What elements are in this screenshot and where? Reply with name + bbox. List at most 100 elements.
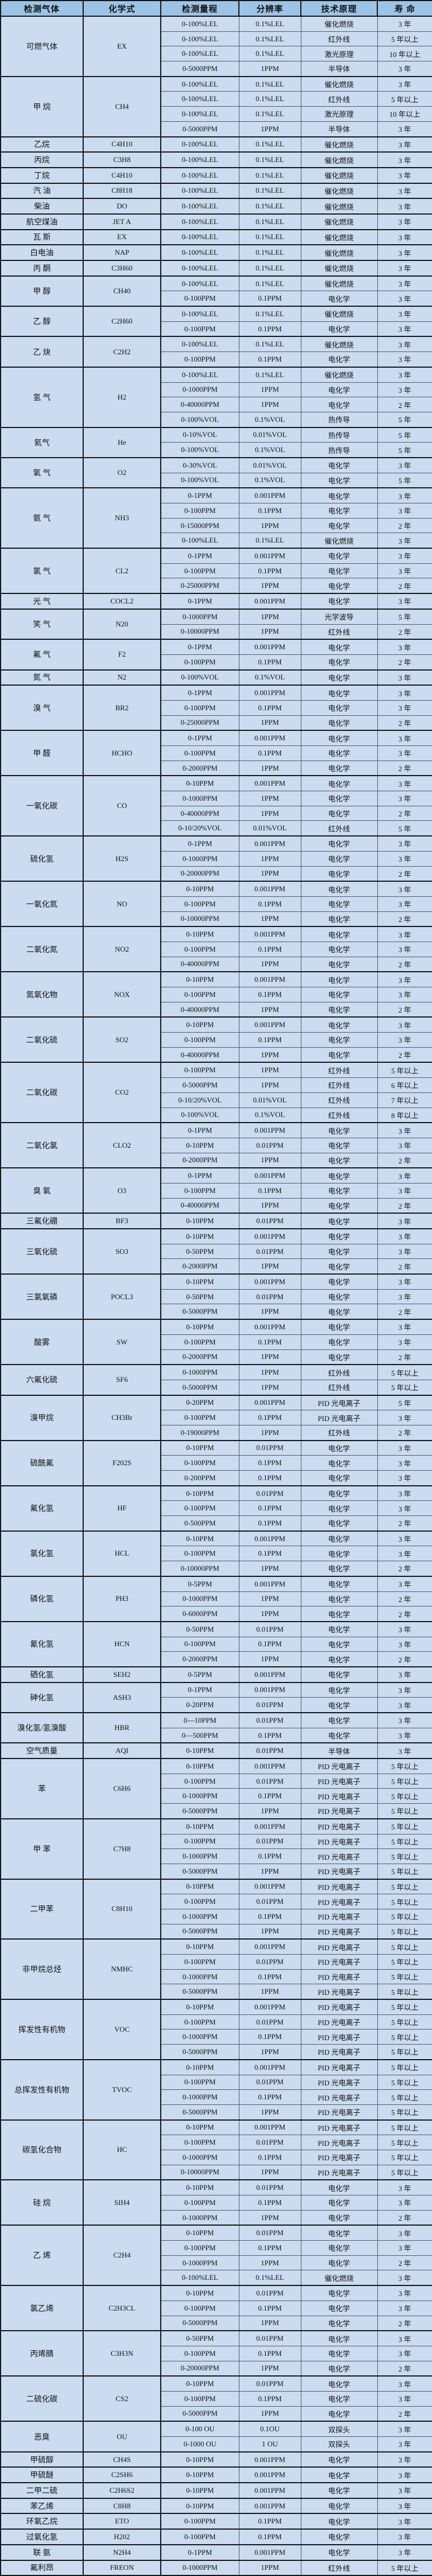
principle-cell: PID 光电离子 [300,1954,378,1970]
resolution-cell: 1PPM [238,397,301,412]
range-cell: 0-5000PPM [160,1077,239,1093]
table-row: 酸雾 SW 0-10PPM 0.001PPM 电化学 3 年 [0,1319,432,1365]
resolution-cell: 1PPM [238,1258,301,1275]
range-cell: 0-100PPM [160,941,239,957]
lifespan-cell: 3 年 [377,1712,432,1728]
range-cell: 0-100%VOL [160,669,239,686]
principle-cell: 电化学 [300,805,378,821]
gas-name-cell: 环氧乙烷 [0,2513,84,2530]
formula-cell: C3H8 [83,151,161,168]
lifespan-cell: 5 年以上 [377,1062,432,1078]
table-row: 柴油 DO 0-100%LEL 0.1%LEL 催化燃烧 3 年 [0,198,432,215]
principle-cell: 电化学 [300,1273,378,1290]
range-cell: 0-100PPM [160,700,239,716]
principle-cell: 红外线 [300,1379,378,1396]
gas-name-cell: 氮 气 [0,669,84,686]
gas-name-cell: 三氧化硫 [0,1228,84,1275]
principle-cell: 催化燃烧 [300,533,378,549]
lifespan-cell: 3 年 [377,941,432,957]
table-row: 0-15000PPM 1PPM 电化学 2 年 [1,517,432,534]
range-cell: 0-1PPM [160,1122,239,1138]
resolution-cell: 0.1PPM [238,1788,301,1804]
resolution-cell: 0.001PPM [238,881,301,897]
lifespan-cell: 3 年 [377,1167,432,1184]
gas-name-cell: 二氧化氮 [0,926,84,972]
principle-cell: 电化学 [300,1228,378,1244]
lifespan-cell: 3 年 [377,1016,432,1033]
resolution-cell: 1PPM [238,121,301,137]
resolution-cell: 0.1PPM [238,503,301,519]
lifespan-cell: 5 年以上 [377,1908,432,1924]
table-row: 过氧化氢 H202 0-100PPM 0.1PPM 电化学 3 年 [0,2529,432,2545]
lifespan-cell: 3 年 [377,2300,432,2316]
range-cell: 0-1000PPM [160,2559,239,2576]
resolution-cell: 0.001PPM [238,926,301,942]
range-cell: 0-10PPM [160,2225,239,2241]
lifespan-cell: 5 年以上 [377,2135,432,2150]
range-cell: 0-5PPM [160,1666,239,1683]
principle-cell: 红外线 [300,624,378,640]
formula-cell: NMHC [83,1938,161,2000]
range-cell: 0-100%VOL [160,472,239,488]
principle-cell: PID 光电离子 [300,2119,378,2136]
table-row: 甲 苯 C7H8 0-10PPM 0.001PPM PID 光电离子 5 年以上 [0,1818,432,1880]
table-row: 0-100%VOL 0.1%VOL 电化学 5 年 [1,472,432,488]
range-cell: 0-100PPM [160,2300,239,2316]
principle-cell: 电化学 [300,1620,378,1637]
table-row: 0-10000PPM 1PPM 红外线 2 年 [1,624,432,640]
principle-cell: 电化学 [300,1001,378,1018]
gas-name-cell: 过氧化氢 [0,2529,84,2545]
lifespan-cell: 2 年 [377,1258,432,1275]
lifespan-cell: 3 年 [377,275,432,292]
range-cell: 0-1000PPM [160,791,239,806]
lifespan-cell: 5 年 [377,820,432,837]
gas-name-cell: 甲硫醇 [0,2451,84,2468]
principle-cell: 电化学 [300,1319,378,1335]
resolution-cell: 0.01PPM [238,1712,301,1728]
gas-name-cell: 氦气 [0,426,84,458]
table-row: 氯乙烯 C2H3CL 0-10PPM 0.01PPM 电化学 3 年 [0,2285,432,2331]
resolution-cell: 1PPM [238,1001,301,1018]
lifespan-cell: 5 年以上 [377,1803,432,1819]
lifespan-cell: 2 年 [377,397,432,412]
range-cell: 0-100PPM [160,1954,239,1970]
lifespan-cell: 2 年 [377,956,432,972]
lifespan-cell: 3 年 [377,987,432,1002]
resolution-cell: 0.001PPM [238,1575,301,1592]
range-cell: 0-100%LEL [160,167,239,184]
gas-name-cell: 白电油 [0,244,84,261]
principle-cell: 电化学 [300,896,378,912]
resolution-cell: 0.1%LEL [238,182,301,199]
range-cell: 0-100PPM [160,745,239,761]
formula-cell: ETO [83,2513,161,2530]
table-row: 0-1000PPM 0.1PPM PID 光电离子 5 年以上 [1,1908,432,1924]
gas-name-cell: 甲 醛 [0,730,84,776]
lifespan-cell: 3 年 [377,2375,432,2392]
principle-cell: 电化学 [300,2285,378,2301]
table-row: 0-40000PPM 1PPM 电化学 2 年 [1,1001,432,1018]
principle-cell: PID 光电离子 [300,2074,378,2090]
principle-cell: PID 光电离子 [300,2029,378,2045]
principle-cell: 催化燃烧 [300,366,378,383]
table-row: 0-100%VOL 0.1%VOL 红外线 8 年以上 [1,1107,432,1123]
resolution-cell: 1PPM [238,1047,301,1063]
principle-cell: 电化学 [300,926,378,942]
lifespan-cell: 3 年 [377,2451,432,2468]
table-row: 碳氢化合物 HC 0-10PPM 0.001PPM PID 光电离子 5 年以上 [0,2119,432,2180]
formula-cell: TVOC [83,2059,161,2121]
lifespan-cell: 3 年 [377,182,432,199]
principle-cell: PID 光电离子 [300,1394,378,1411]
resolution-cell: 0.001PPM [238,835,301,852]
gas-name-cell: 苯乙烯 [0,2497,84,2514]
formula-cell: CH40 [83,275,161,307]
table-row: 0-2000PPM 1PPM 电化学 2 年 [1,1152,432,1168]
resolution-cell: 0.01PPM [238,2179,301,2196]
resolution-cell: 0.1PPM [238,1848,301,1864]
table-row: 0-100PPM 0.1PPM 电化学 3 年 [1,563,432,579]
principle-cell: 红外线 [300,1424,378,1441]
resolution-cell: 0.001PPM [238,2466,301,2483]
range-cell: 0-10PPM [160,1228,239,1244]
resolution-cell: 0.1PPM [238,941,301,957]
lifespan-cell: 5 年以上 [377,2119,432,2136]
lifespan-cell: 3 年 [377,2345,432,2361]
